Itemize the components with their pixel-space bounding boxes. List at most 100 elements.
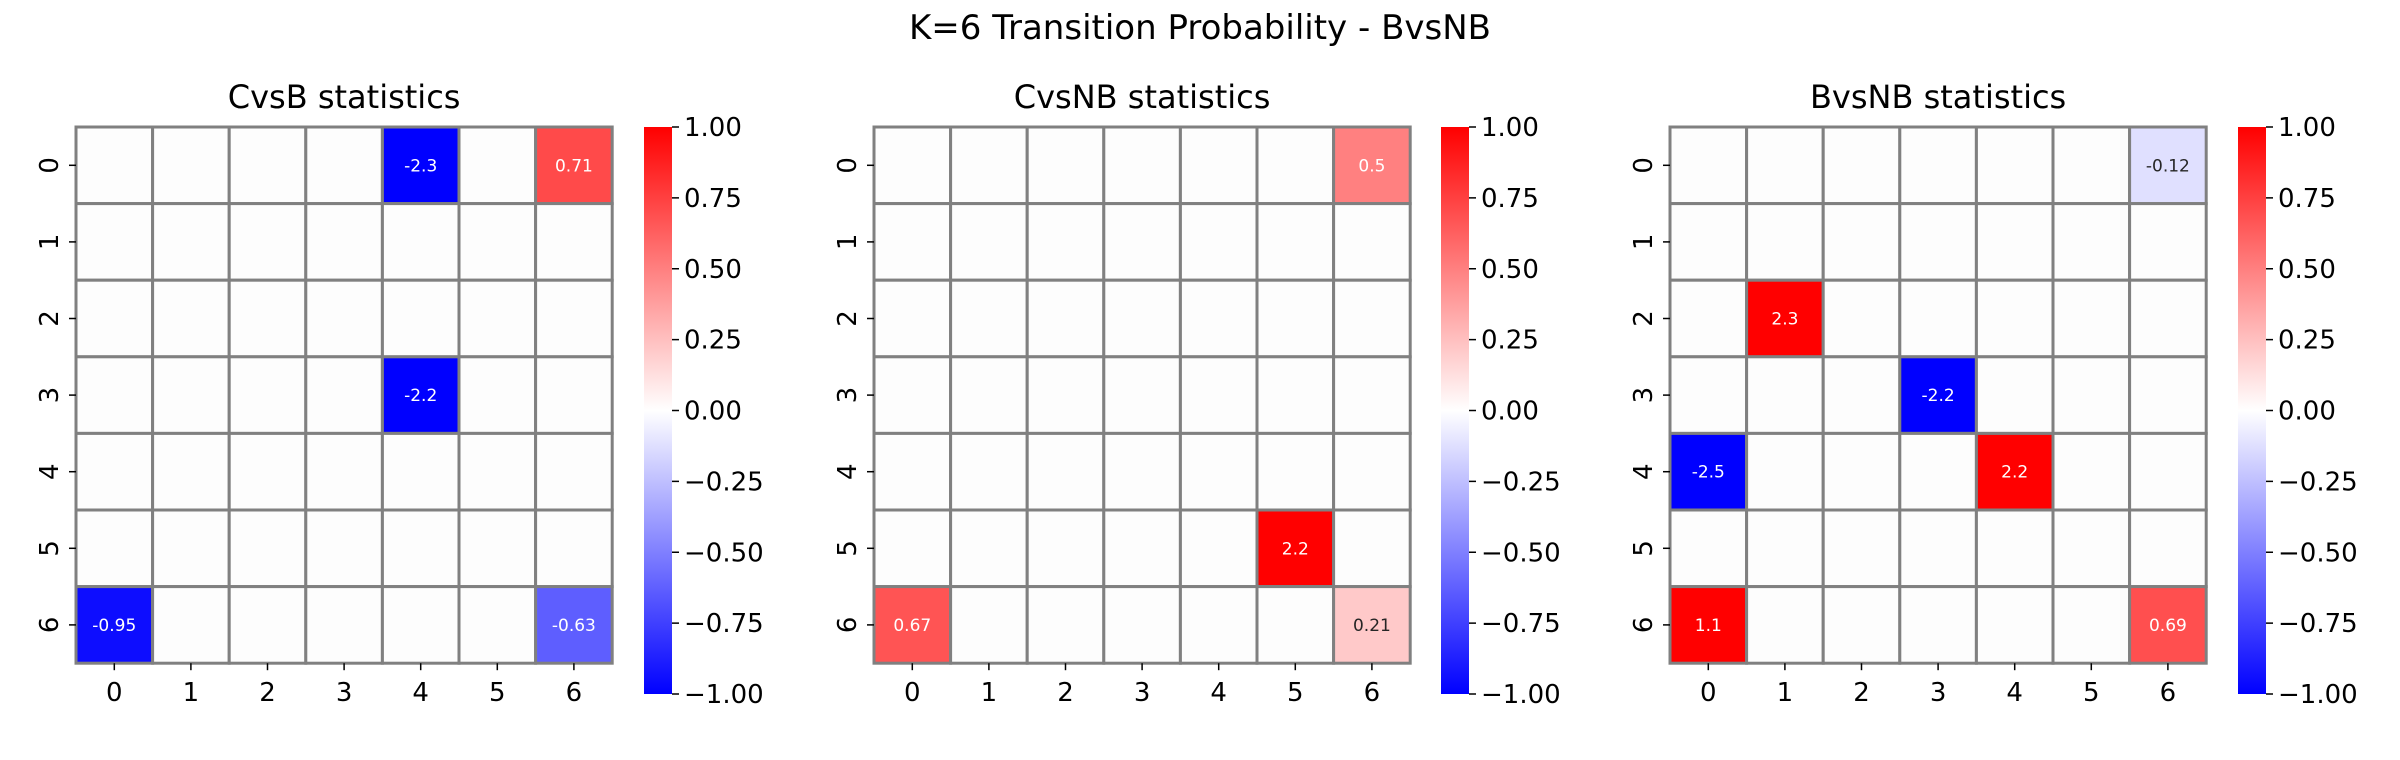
cell-value-label: -0.63 <box>552 616 596 636</box>
y-tick-label: 1 <box>833 234 863 251</box>
heatmap-cell <box>380 355 461 435</box>
heatmap-cell <box>151 585 231 665</box>
heatmap-cell <box>1102 585 1182 665</box>
heatmap-cell <box>380 508 461 589</box>
heatmap-cell <box>227 278 308 359</box>
heatmap-cell <box>1821 278 1902 359</box>
y-tick-label: 6 <box>833 617 863 634</box>
x-tick-label: 5 <box>1287 678 1304 708</box>
x-tick-label: 1 <box>1777 678 1794 708</box>
cell-value-label: -2.2 <box>1922 386 1955 406</box>
heatmap-cell <box>949 278 1029 359</box>
heatmap-cell <box>872 508 953 589</box>
y-tick-label: 0 <box>833 157 863 174</box>
panel-title: CvsNB statistics <box>1014 78 1271 116</box>
heatmap-cell <box>872 125 953 206</box>
colorbar-tick-label: 1.00 <box>684 113 742 143</box>
heatmap-cell <box>227 355 308 435</box>
heatmap-cell <box>1668 278 1749 359</box>
heatmap-cell <box>457 355 538 435</box>
cell-value-label: 0.5 <box>1358 156 1385 176</box>
y-tick-label: 5 <box>833 540 863 557</box>
heatmap-cell <box>1178 202 1259 282</box>
heatmap-cell <box>1745 431 1825 512</box>
heatmap-cell <box>1332 585 1412 665</box>
heatmap-cell <box>534 355 614 435</box>
heatmap-cell <box>1178 508 1259 589</box>
heatmap-cell <box>380 585 461 665</box>
heatmap-cell <box>1898 202 1978 282</box>
heatmap-cell <box>1025 125 1106 206</box>
heatmap-cell <box>1025 508 1106 589</box>
colorbar-tick-label: −1.00 <box>684 680 764 710</box>
colorbar-tick-label: 0.75 <box>684 184 742 214</box>
colorbar <box>2238 127 2266 694</box>
heatmap-cell <box>949 431 1029 512</box>
figure-suptitle: K=6 Transition Probability - BvsNB <box>909 8 1491 48</box>
heatmap-cell <box>2128 278 2208 359</box>
colorbar-tick-label: 0.75 <box>2278 184 2336 214</box>
heatmap-cell <box>1255 278 1336 359</box>
colorbar-tick-label: 0.00 <box>1481 397 1539 427</box>
heatmap-cell <box>1898 508 1978 589</box>
heatmap-cell <box>1668 202 1749 282</box>
heatmap-cell <box>2128 585 2208 665</box>
heatmap-cell <box>1898 585 1978 665</box>
heatmap-cell <box>2051 585 2132 665</box>
colorbar-tick-label: 0.75 <box>1481 184 1539 214</box>
heatmap-cell <box>151 508 231 589</box>
heatmap-cell <box>1102 202 1182 282</box>
x-tick-label: 0 <box>1700 678 1717 708</box>
x-tick-label: 4 <box>412 678 429 708</box>
heatmap-cell <box>1025 278 1106 359</box>
heatmap-cell <box>1178 585 1259 665</box>
heatmap-cell <box>534 431 614 512</box>
heatmap-cell <box>457 202 538 282</box>
heatmap-cell <box>2051 125 2132 206</box>
heatmap-cell <box>1898 278 1978 359</box>
colorbar-tick-label: −1.00 <box>2278 680 2358 710</box>
x-tick-label: 2 <box>259 678 276 708</box>
heatmap-cell <box>1974 202 2055 282</box>
y-tick-label: 3 <box>1629 387 1659 404</box>
heatmap-cell <box>1332 508 1412 589</box>
heatmap-cell <box>534 278 614 359</box>
cell-value-label: -2.2 <box>404 386 437 406</box>
heatmap-cell <box>1178 355 1259 435</box>
y-tick-label: 4 <box>833 463 863 480</box>
heatmap-cell <box>1102 508 1182 589</box>
heatmap-cell <box>1745 125 1825 206</box>
heatmap-cell <box>1178 431 1259 512</box>
colorbar-tick-label: 1.00 <box>2278 113 2336 143</box>
heatmap-cell <box>2051 278 2132 359</box>
heatmap-cell <box>1178 125 1259 206</box>
y-tick-label: 1 <box>35 234 65 251</box>
x-tick-label: 1 <box>981 678 998 708</box>
heatmap-cell <box>534 125 614 206</box>
heatmap-cell <box>1255 202 1336 282</box>
heatmap-cell <box>1102 355 1182 435</box>
heatmap-cell <box>227 585 308 665</box>
heatmap-cell <box>151 278 231 359</box>
heatmap-cell <box>872 585 953 665</box>
heatmap-cell <box>1745 278 1825 359</box>
heatmap-cell <box>457 508 538 589</box>
heatmap-cell <box>74 125 155 206</box>
colorbar-tick-label: 0.00 <box>2278 397 2336 427</box>
x-tick-label: 4 <box>2006 678 2023 708</box>
heatmap-cell <box>1255 125 1336 206</box>
y-tick-label: 3 <box>35 387 65 404</box>
y-tick-label: 0 <box>35 157 65 174</box>
heatmap-cell <box>457 585 538 665</box>
y-tick-label: 0 <box>1629 157 1659 174</box>
colorbar-tick-label: −0.50 <box>2278 538 2358 568</box>
colorbar-tick-label: −0.25 <box>2278 467 2358 497</box>
heatmap-cell <box>1745 355 1825 435</box>
heatmap-cell <box>2051 431 2132 512</box>
colorbar-tick-label: 0.50 <box>684 255 742 285</box>
heatmap-cell <box>949 202 1029 282</box>
heatmap-cell <box>2128 355 2208 435</box>
heatmap-cell <box>1255 355 1336 435</box>
